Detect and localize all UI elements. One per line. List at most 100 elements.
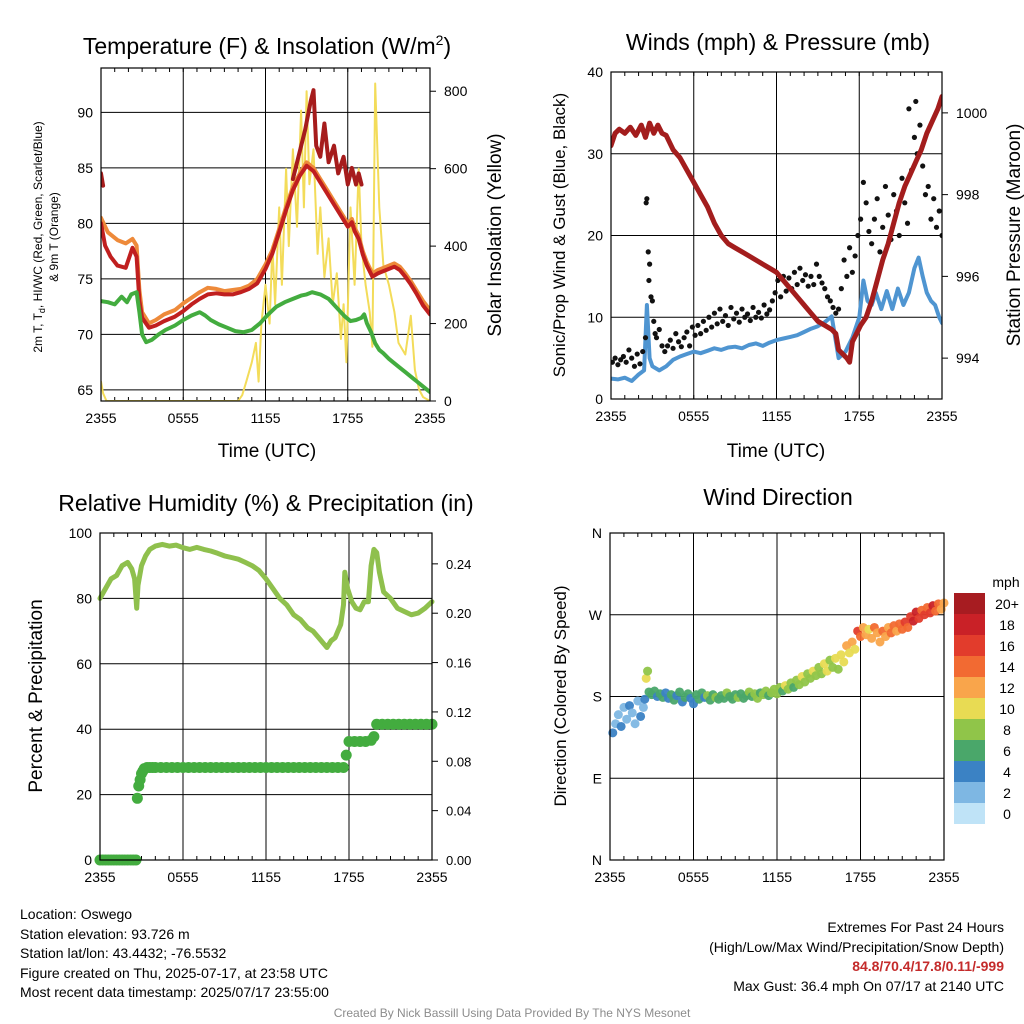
wind-speed-line xyxy=(611,255,942,383)
gust-point xyxy=(849,269,855,275)
gust-point xyxy=(687,343,693,349)
x-tick-label: 1155 xyxy=(762,869,792,885)
direction-point xyxy=(847,637,857,647)
gust-point xyxy=(808,273,814,279)
direction-point xyxy=(636,711,646,721)
x-tick-label: 1755 xyxy=(333,869,364,885)
colorbar-swatch xyxy=(954,677,985,698)
gust-point xyxy=(648,294,654,300)
temperature-series-line xyxy=(101,163,430,330)
x-tick-label: 2355 xyxy=(594,869,625,885)
y2-tick-label: 800 xyxy=(444,83,468,99)
gust-point xyxy=(794,281,800,288)
gust-point xyxy=(717,306,723,312)
y-tick-label: S xyxy=(593,689,602,705)
gust-point xyxy=(615,362,621,368)
y-tick-label: 80 xyxy=(77,215,93,231)
y-tick-label: 100 xyxy=(69,525,93,541)
x-tick-label: 2355 xyxy=(85,410,116,426)
gust-point xyxy=(858,216,864,222)
gust-point xyxy=(835,306,842,312)
gust-point xyxy=(662,348,668,355)
direction-point xyxy=(867,633,877,643)
direction-point xyxy=(850,644,860,654)
colorbar-swatch xyxy=(954,803,985,824)
gust-point xyxy=(678,344,684,350)
pressure-ylabel: Station Pressure (Maroon) xyxy=(1004,124,1024,347)
gust-point xyxy=(791,269,798,275)
gust-point xyxy=(703,327,709,333)
direction-point xyxy=(875,637,885,647)
direction-point xyxy=(633,696,643,706)
gust-point xyxy=(659,343,665,349)
precip-point xyxy=(337,761,349,773)
station-latlon: Station lat/lon: 43.4432; -76.5532 xyxy=(20,945,227,961)
gust-point xyxy=(767,307,773,313)
x-tick-label: 2355 xyxy=(595,408,626,424)
gust-point xyxy=(899,175,905,181)
extremes-title: Extremes For Past 24 Hours xyxy=(827,919,1004,935)
gust-point xyxy=(667,337,673,343)
gust-point xyxy=(920,163,926,169)
gust-point xyxy=(695,322,701,329)
gust-point xyxy=(652,331,658,337)
y-tick-label: 75 xyxy=(77,271,93,287)
direction-point xyxy=(638,702,648,712)
extremes-info: Extremes For Past 24 Hours (High/Low/Max… xyxy=(709,918,1004,996)
max-gust: Max Gust: 36.4 mph On 07/17 at 2140 UTC xyxy=(733,977,1004,994)
gust-point xyxy=(786,275,792,281)
y2-tick-label: 0.04 xyxy=(446,804,471,819)
temperature-ylabel-line1: 2m T, Td, HI/WC (Red, Green, Scarlet/Blu… xyxy=(31,121,47,352)
gust-point xyxy=(802,272,809,278)
gust-point xyxy=(838,286,844,292)
gust-point xyxy=(833,310,839,316)
colorbar-swatch xyxy=(954,635,985,656)
gust-point xyxy=(643,200,649,206)
y-tick-label: 40 xyxy=(76,721,92,737)
gust-point xyxy=(612,355,618,361)
rh-line xyxy=(97,541,435,650)
direction-point xyxy=(640,694,650,704)
direction-point xyxy=(836,650,846,660)
gust-point xyxy=(689,324,695,330)
x-tick-label: 1155 xyxy=(251,869,281,885)
colorbar-swatch xyxy=(954,656,985,677)
gust-point xyxy=(813,261,820,267)
gust-point xyxy=(852,253,858,259)
gust-point xyxy=(647,261,653,267)
y2-tick-label: 1000 xyxy=(956,105,987,121)
gust-point xyxy=(611,359,615,365)
y2-tick-label: 400 xyxy=(444,238,468,254)
colorbar-swatch xyxy=(954,740,985,761)
gust-point xyxy=(797,265,803,271)
colorbar-swatch xyxy=(954,698,985,719)
gust-point xyxy=(827,298,833,304)
gust-point xyxy=(709,324,715,330)
gust-point xyxy=(750,304,756,311)
gust-point xyxy=(764,311,770,317)
gust-point xyxy=(896,232,902,239)
y-tick-label: 0 xyxy=(595,391,603,407)
gust-point xyxy=(620,353,627,360)
gust-point xyxy=(933,224,940,230)
colorbar-label: 10 xyxy=(999,701,1015,717)
gust-point xyxy=(805,283,811,289)
x-tick-label: 0555 xyxy=(678,869,709,885)
gust-point xyxy=(700,318,707,324)
direction-point xyxy=(627,708,637,718)
gust-point xyxy=(824,294,831,300)
gust-point xyxy=(692,332,698,338)
y-tick-label: 20 xyxy=(587,228,603,244)
extremes-subtitle: (High/Low/Max Wind/Precipitation/Snow De… xyxy=(709,938,1004,955)
gust-point xyxy=(684,329,690,335)
gust-point xyxy=(731,316,737,322)
colorbar-swatch xyxy=(954,614,985,635)
temperature-series-group xyxy=(101,82,430,401)
plot-border xyxy=(609,532,945,861)
gust-point xyxy=(931,196,937,202)
gust-point xyxy=(714,321,720,327)
y2-tick-label: 0.20 xyxy=(446,606,471,621)
gust-point xyxy=(651,318,657,324)
gust-point xyxy=(722,313,729,319)
y-tick-label: E xyxy=(593,770,602,786)
